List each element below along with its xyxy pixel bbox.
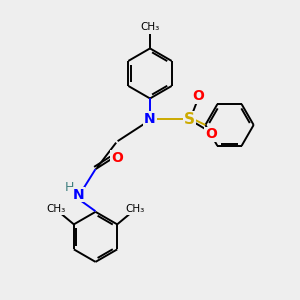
Text: H: H	[65, 181, 75, 194]
Text: N: N	[144, 112, 156, 126]
Text: O: O	[111, 151, 123, 165]
Text: O: O	[193, 89, 205, 103]
Text: N: N	[73, 188, 85, 202]
Text: S: S	[184, 112, 195, 127]
Text: O: O	[205, 128, 217, 141]
Text: CH₃: CH₃	[126, 204, 145, 214]
Text: CH₃: CH₃	[46, 204, 65, 214]
Text: CH₃: CH₃	[140, 22, 160, 32]
